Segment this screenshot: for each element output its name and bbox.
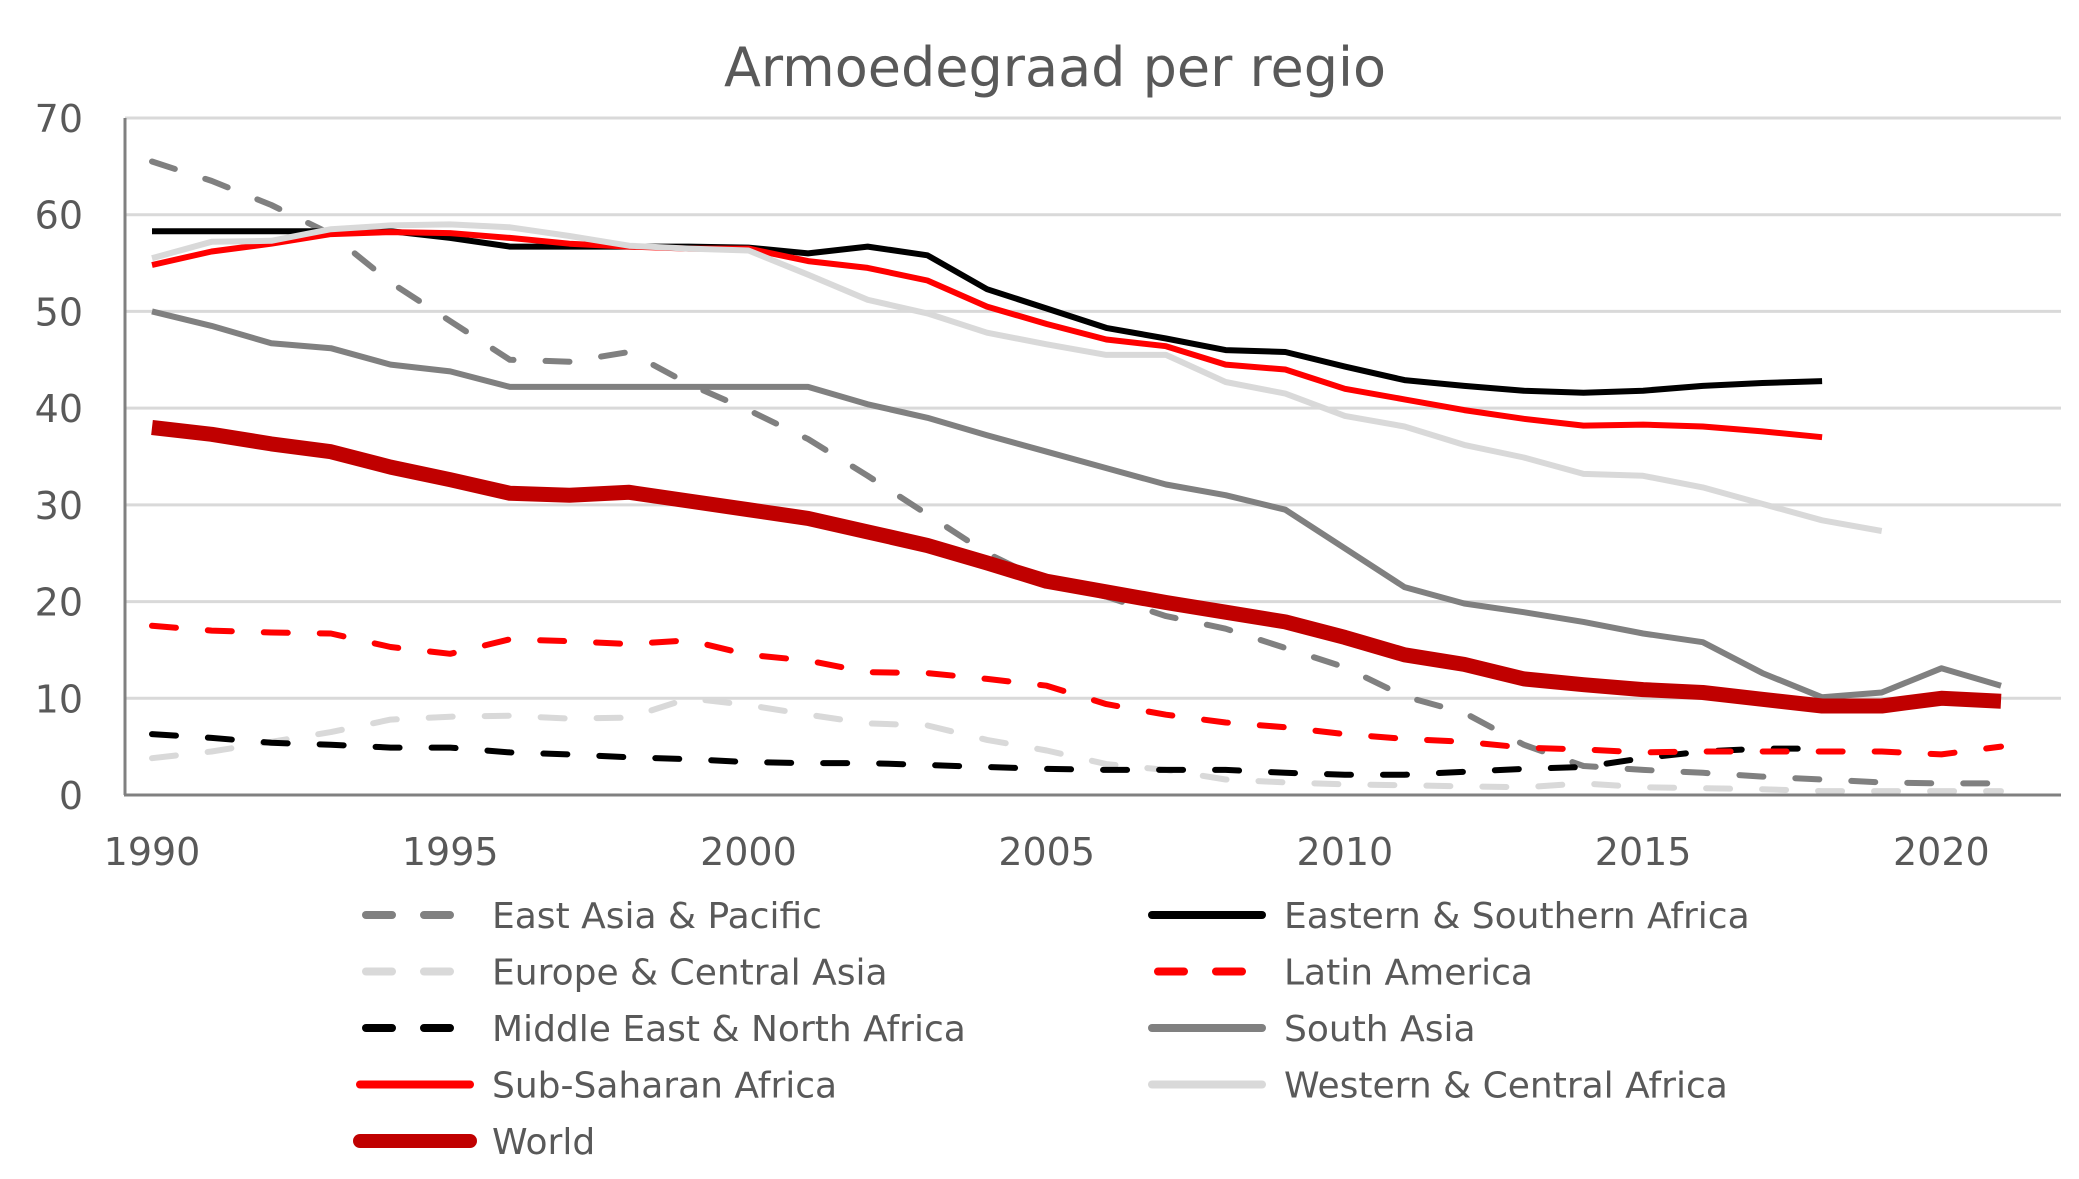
series-line-europe-central-asia: [149, 695, 2004, 795]
chart-title: Armoedegraad per regio: [724, 36, 1386, 99]
legend-item: Sub-Saharan Africa: [356, 1066, 837, 1107]
series-line-south-asia: [151, 308, 2002, 701]
y-tick-label: 20: [35, 581, 83, 625]
x-tick-label: 2010: [1297, 830, 1394, 874]
series-line-middle-east-north-africa: [149, 731, 1826, 778]
legend-label: Sub-Saharan Africa: [492, 1066, 837, 1107]
y-tick-label: 0: [59, 774, 83, 818]
legend-label: Eastern & Southern Africa: [1284, 896, 1750, 937]
legend-item: Latin America: [1154, 953, 1533, 994]
legend-label: South Asia: [1284, 1009, 1476, 1050]
x-tick-label: 2020: [1893, 830, 1990, 874]
x-axis-ticks: 1990 1995 2000 2005 2010 2015 2020: [104, 830, 1990, 874]
legend-item: East Asia & Pacific: [362, 896, 822, 937]
y-tick-label: 30: [35, 484, 83, 528]
series-line-western-central-africa: [151, 221, 1883, 534]
legend-label: Middle East & North Africa: [492, 1009, 966, 1050]
legend-label: Europe & Central Asia: [492, 953, 888, 994]
gridlines: [125, 116, 2061, 700]
x-tick-label: 2015: [1595, 830, 1692, 874]
y-tick-label: 70: [35, 97, 83, 141]
x-tick-label: 2005: [998, 830, 1095, 874]
legend-label: Western & Central Africa: [1284, 1066, 1728, 1107]
legend: East Asia & Pacific Eastern & Southern Af…: [353, 896, 1750, 1163]
x-tick-label: 2000: [700, 830, 797, 874]
legend-label: East Asia & Pacific: [492, 896, 822, 937]
legend-item: South Asia: [1148, 1009, 1476, 1050]
legend-item: Middle East & North Africa: [362, 1009, 966, 1050]
series-line-sub-saharan-africa: [151, 229, 1823, 441]
y-tick-label: 40: [35, 387, 83, 431]
y-tick-label: 50: [35, 290, 83, 334]
y-tick-label: 60: [35, 194, 83, 238]
x-tick-label: 1995: [402, 830, 499, 874]
legend-item: Eastern & Southern Africa: [1148, 896, 1750, 937]
series-lines: [149, 158, 2004, 795]
legend-label: Latin America: [1284, 953, 1533, 994]
y-axis-ticks: 0 10 20 30 40 50 60 70: [35, 97, 83, 818]
legend-item: Western & Central Africa: [1148, 1066, 1728, 1107]
x-tick-label: 1990: [104, 830, 201, 874]
legend-label: World: [492, 1122, 595, 1163]
legend-item: Europe & Central Asia: [362, 953, 888, 994]
series-line-world: [151, 420, 2002, 714]
y-tick-label: 10: [35, 677, 83, 721]
series-line-east-asia-pacific: [149, 158, 2004, 787]
legend-item: World: [353, 1122, 595, 1163]
